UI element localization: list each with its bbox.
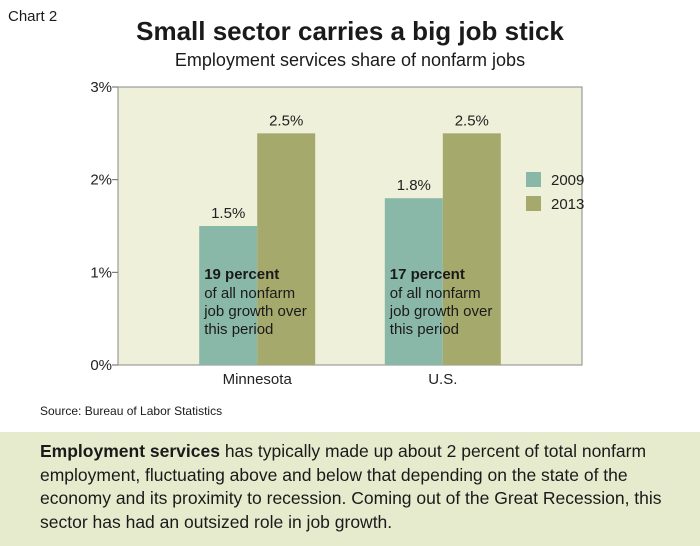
x-category-label: Minnesota	[223, 371, 293, 388]
footer-description: Employment services has typically made u…	[40, 440, 680, 535]
chart-subtitle: Employment services share of nonfarm job…	[174, 50, 526, 70]
y-tick-label: 1%	[90, 264, 112, 281]
bar-2013-minnesota	[257, 133, 316, 365]
bar-value-label: 2.5%	[269, 112, 303, 129]
y-tick-label: 2%	[90, 172, 112, 189]
chart-title: Small sector carries a big job stick	[136, 16, 564, 46]
bar-2013-u-s-	[442, 133, 501, 365]
bar-2009-minnesota	[199, 226, 258, 365]
annotation-line: of all nonfarm	[204, 285, 295, 302]
chart-number-label: Chart 2	[8, 8, 58, 25]
bar-value-label: 2.5%	[455, 112, 489, 129]
y-tick-label: 3%	[90, 79, 112, 96]
annotation-line: of all nonfarm	[390, 285, 481, 302]
annotation-line: job growth over	[389, 303, 493, 320]
footer-body-text: has typically made up about 2 percent of…	[40, 441, 662, 532]
source-note: Source: Bureau of Labor Statistics	[40, 404, 223, 418]
footer-panel	[0, 432, 700, 546]
legend-label-2013: 2013	[551, 196, 584, 213]
legend-label-2009: 2009	[551, 172, 584, 189]
annotation-line: this period	[390, 321, 459, 338]
legend-swatch-2013	[526, 196, 541, 211]
bar-value-label: 1.5%	[211, 205, 245, 222]
footer-bold-term: Employment services	[40, 441, 220, 461]
annotation-line: this period	[204, 321, 273, 338]
bar-value-label: 1.8%	[397, 177, 431, 194]
y-tick-label: 0%	[90, 357, 112, 374]
legend-swatch-2009	[526, 172, 541, 187]
x-category-label: U.S.	[428, 371, 457, 388]
bar-chart: 0% 1% 2% 3% 1.5% 2.5% Minnesota 19 percent of al…	[90, 79, 584, 388]
annotation-percent: 17 percent	[390, 266, 465, 283]
annotation-line: job growth over	[203, 303, 307, 320]
annotation-percent: 19 percent	[204, 266, 279, 283]
plot-area	[117, 86, 583, 366]
bar-2009-u-s-	[384, 198, 443, 365]
